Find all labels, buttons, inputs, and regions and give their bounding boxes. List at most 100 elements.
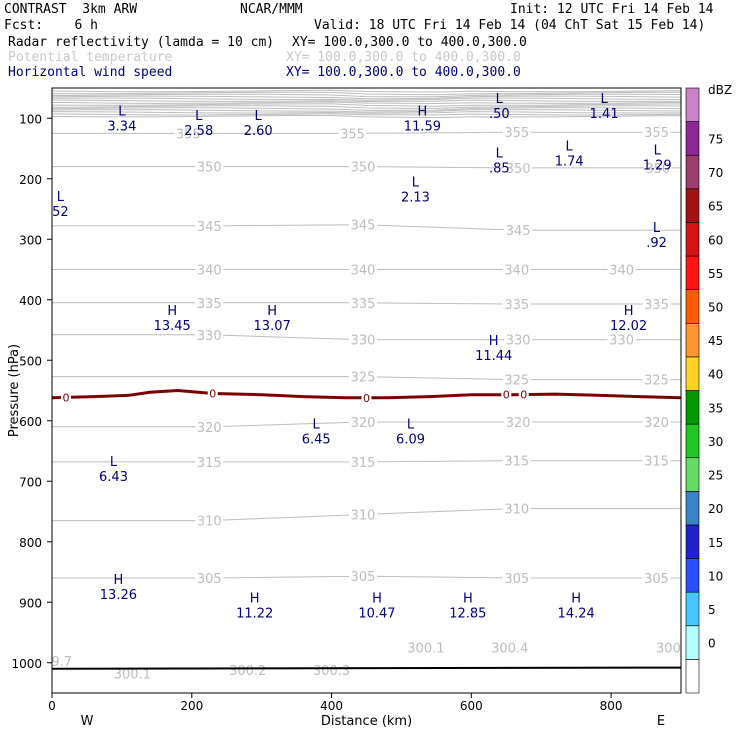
theta-label: 315: [351, 456, 376, 471]
colorbar-swatch: [685, 390, 700, 425]
theta-label-bg: [349, 369, 378, 384]
surface-theta-label: 300.3: [313, 664, 350, 679]
wind-extremum-value: 13.07: [254, 319, 291, 334]
theta-band-line: [52, 105, 681, 109]
theta-label-bg: [642, 372, 671, 387]
wind-extremum-kind: H: [167, 304, 177, 319]
colorbar-level-label: 45: [708, 334, 723, 348]
wind-extremum-value: 1.41: [590, 107, 619, 122]
theta-label: 345: [351, 219, 376, 234]
colorbar-swatch: [685, 188, 700, 223]
wind-extremum-kind: H: [114, 573, 124, 588]
wind-extremum-value: 13.26: [100, 588, 137, 603]
theta-label-bg: [174, 126, 203, 141]
wind-extremum-value: 14.24: [558, 606, 595, 621]
theta-label: 315: [197, 456, 222, 471]
y-axis-label: Pressure (hPa): [7, 344, 22, 437]
wind-extremum-value: 6.09: [396, 433, 425, 448]
freezing-label-bg: [207, 387, 218, 400]
theta-label-bg: [504, 223, 533, 238]
wind-extremum-kind: L: [653, 221, 661, 236]
theta-label-bg: [195, 454, 224, 469]
y-tick-label: 400: [19, 294, 42, 308]
theta-label: 305: [197, 572, 222, 587]
wind-extremum-value: 2.60: [244, 124, 273, 139]
theta-label: 315: [644, 455, 669, 470]
colorbar-level-label: 55: [708, 267, 723, 281]
colorbar-swatch: [685, 121, 700, 156]
wind-extremum-value: 1.29: [643, 159, 672, 174]
field-reflectivity-xy: XY= 100.0,300.0 to 400.0,300.0: [292, 35, 527, 50]
wind-extremum-kind: H: [624, 304, 634, 319]
theta-label-bg: [502, 372, 531, 387]
theta-label-bg: [349, 454, 378, 469]
theta-label-bg: [607, 332, 636, 347]
theta-label: 335: [351, 297, 376, 312]
theta-band-line: [52, 113, 681, 116]
theta-label-bg: [349, 569, 378, 584]
theta-label: 305: [644, 572, 669, 587]
freezing-label: 0: [363, 392, 370, 405]
plot-layer: 355 355 355 355 350 350 350 350 345 345 345 340 340 3…: [52, 89, 685, 683]
wind-extremum-value: 2.13: [401, 191, 430, 206]
wind-extremum-value: 10.47: [358, 606, 395, 621]
colorbar-swatch: [685, 322, 700, 358]
wind-extremum-value: 12.02: [610, 319, 647, 334]
x-axis-label: Distance (km): [321, 714, 412, 729]
wind-extremum-value: 11.44: [475, 349, 512, 364]
theta-label: 320: [644, 416, 669, 431]
y-tick-label: 100: [19, 112, 42, 126]
y-tick-label: 200: [19, 173, 42, 187]
theta-label: 310: [197, 515, 222, 530]
theta-label-bg: [349, 217, 378, 232]
wind-extremum-kind: H: [372, 591, 382, 606]
theta-label-bg: [502, 453, 531, 468]
freezing-line: [52, 388, 681, 400]
wind-extremum-value: .92: [646, 236, 667, 251]
theta-band-line: [52, 109, 681, 113]
theta-label-bg: [349, 332, 378, 347]
freezing-label: 0: [62, 391, 69, 404]
surface-theta-label: 300.4: [491, 642, 528, 657]
x-tick-label: 600: [460, 699, 483, 713]
wind-extremum-kind: L: [654, 144, 662, 159]
wind-extremum-kind: L: [600, 92, 608, 107]
colorbar-level-label: 20: [708, 502, 723, 516]
colorbar-swatch: [685, 87, 700, 122]
theta-label: 345: [506, 224, 531, 239]
theta-label: 320: [351, 416, 376, 431]
wind-extremum-kind: H: [489, 334, 499, 349]
theta-label: 335: [644, 298, 669, 313]
surface-line: [52, 666, 681, 670]
theta-band-line: [52, 115, 681, 119]
surface-theta-label: 300.1: [407, 642, 444, 657]
theta-label-bg: [642, 296, 671, 311]
wind-extremum-kind: L: [407, 418, 415, 433]
theta-label: 355: [504, 126, 529, 141]
colorbar-swatch: [685, 255, 700, 290]
theta-label: 355: [340, 127, 365, 142]
theta-label: 315: [504, 455, 529, 470]
theta-label-bg: [195, 513, 224, 528]
wind-extremum-kind: L: [57, 190, 65, 205]
surface-theta-label: 300.: [656, 642, 685, 657]
wind-extremum-value: 11.22: [236, 606, 273, 621]
valid-time: Valid: 18 UTC Fri 14 Feb 14 (04 ChT Sat …: [314, 18, 706, 33]
colorbar-level-label: 40: [708, 368, 723, 382]
y-tick-label: 300: [19, 233, 42, 247]
theta-label-bg: [349, 262, 378, 277]
theta-label-bg: [502, 296, 531, 311]
theta-label: 350: [351, 161, 376, 176]
wind-extremum-kind: L: [118, 104, 126, 119]
theta-label: 350: [197, 161, 222, 176]
colorbar-swatch: [685, 524, 700, 559]
colorbar-swatch: [685, 591, 700, 627]
wind-extremum-kind: H: [250, 591, 260, 606]
wind-extremum-value: 12.85: [449, 606, 486, 621]
theta-label-bg: [504, 160, 533, 175]
surface-theta-label: 300.1: [114, 668, 151, 683]
theta-band-line: [52, 99, 681, 103]
colorbar-level-label: 10: [708, 569, 723, 583]
field-reflectivity-name: Radar reflectivity (lamda = 10 cm): [8, 35, 275, 50]
